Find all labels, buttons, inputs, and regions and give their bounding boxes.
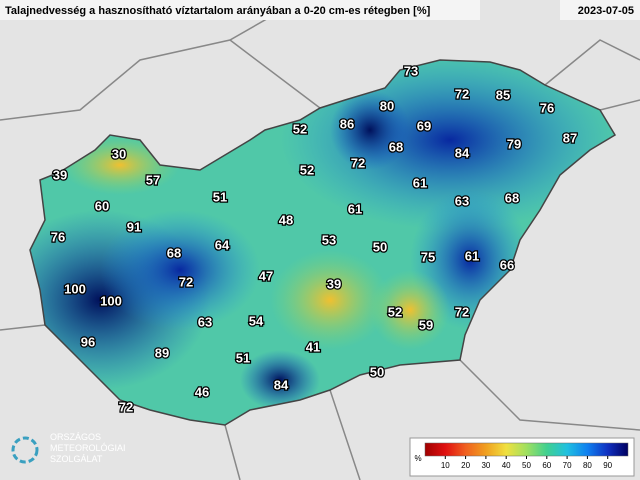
station-value: 51 — [236, 350, 250, 365]
station-value: 57 — [146, 172, 160, 187]
station-value: 72 — [179, 274, 193, 289]
station-value: 50 — [370, 364, 384, 379]
station-value: 89 — [155, 345, 169, 360]
colorbar-tick-label: 40 — [502, 461, 511, 470]
station-value: 76 — [51, 229, 65, 244]
title-bar — [0, 0, 480, 20]
station-value: 61 — [348, 201, 362, 216]
colorbar-tick-label: 70 — [563, 461, 572, 470]
logo-text: SZOLGÁLAT — [50, 454, 103, 464]
station-value: 85 — [496, 87, 510, 102]
station-value: 41 — [306, 339, 320, 354]
station-value: 69 — [417, 118, 431, 133]
station-value: 48 — [279, 212, 293, 227]
station-value: 76 — [540, 100, 554, 115]
station-value: 72 — [455, 86, 469, 101]
colorbar-tick-label: 20 — [461, 461, 470, 470]
station-value: 66 — [500, 257, 514, 272]
colorbar-tick-label: 90 — [603, 461, 612, 470]
station-value: 52 — [293, 121, 307, 136]
station-value: 61 — [413, 175, 427, 190]
station-value: 73 — [404, 63, 418, 78]
colorbar-unit: % — [414, 454, 421, 463]
date: 2023-07-05 — [578, 5, 634, 17]
station-value: 63 — [455, 193, 469, 208]
logo-text: METEOROLÓGIAI — [50, 443, 126, 453]
station-value: 72 — [119, 399, 133, 414]
station-value: 86 — [340, 116, 354, 131]
station-value: 87 — [563, 130, 577, 145]
colorbar-tick-label: 50 — [522, 461, 531, 470]
station-value: 91 — [127, 219, 141, 234]
station-value: 75 — [421, 249, 435, 264]
logo-icon — [11, 436, 39, 464]
station-value: 84 — [455, 145, 470, 160]
station-value: 51 — [213, 189, 227, 204]
station-value: 39 — [327, 276, 341, 291]
station-value: 100 — [64, 281, 86, 296]
colorbar-tick-label: 80 — [583, 461, 592, 470]
country-border — [29, 59, 617, 426]
station-value: 52 — [300, 162, 314, 177]
station-value: 54 — [249, 313, 264, 328]
station-value: 61 — [465, 248, 479, 263]
station-value: 50 — [373, 239, 387, 254]
station-value: 52 — [388, 304, 402, 319]
station-value: 84 — [274, 377, 289, 392]
station-value: 68 — [389, 139, 403, 154]
station-value: 39 — [53, 167, 67, 182]
logo-text: ORSZÁGOS — [50, 432, 101, 442]
station-value: 63 — [198, 314, 212, 329]
station-value: 79 — [507, 136, 521, 151]
station-value: 72 — [351, 155, 365, 170]
station-value: 46 — [195, 384, 209, 399]
date-bar — [560, 0, 640, 20]
station-value: 80 — [380, 98, 394, 113]
station-value: 30 — [112, 146, 126, 161]
station-value: 53 — [322, 232, 336, 247]
station-value: 60 — [95, 198, 109, 213]
station-value: 96 — [81, 334, 95, 349]
station-value: 100 — [100, 293, 122, 308]
station-value: 64 — [215, 237, 230, 252]
colorbar-tick-label: 60 — [542, 461, 551, 470]
colorbar — [424, 442, 629, 457]
station-value: 68 — [505, 190, 519, 205]
station-value: 59 — [419, 317, 433, 332]
title: Talajnedvesség a hasznosítható víztartal… — [5, 5, 431, 17]
station-value: 68 — [167, 245, 181, 260]
station-value: 72 — [455, 304, 469, 319]
colorbar-tick-label: 30 — [481, 461, 490, 470]
colorbar-tick-label: 10 — [441, 461, 450, 470]
station-value: 47 — [259, 268, 273, 283]
logo: ORSZÁGOS METEOROLÓGIAI SZOLGÁLAT — [11, 432, 126, 464]
